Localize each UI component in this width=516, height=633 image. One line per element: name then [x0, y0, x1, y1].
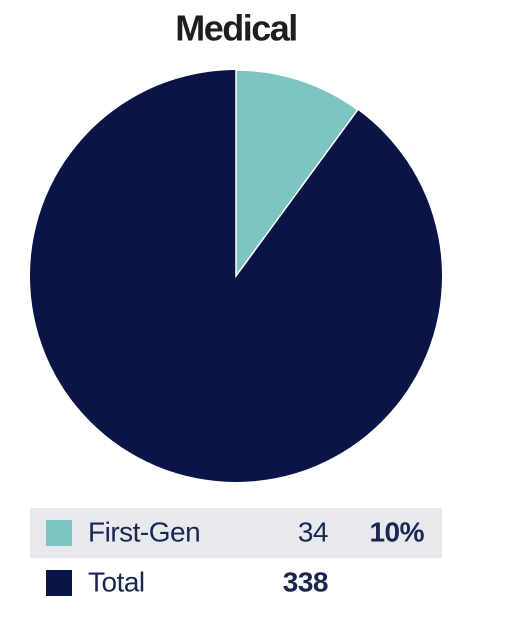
pie-slice: [235, 69, 359, 279]
legend-swatch: [46, 520, 72, 546]
chart-title: Medical: [175, 8, 297, 49]
legend-label: First-Gen: [88, 516, 200, 547]
legend-value: 34: [298, 516, 328, 547]
legend-row-bg: [30, 508, 442, 558]
legend-label: Total: [88, 566, 145, 597]
legend-swatch: [46, 570, 72, 596]
legend-value: 338: [283, 566, 328, 597]
legend-percent: 10%: [369, 516, 424, 547]
